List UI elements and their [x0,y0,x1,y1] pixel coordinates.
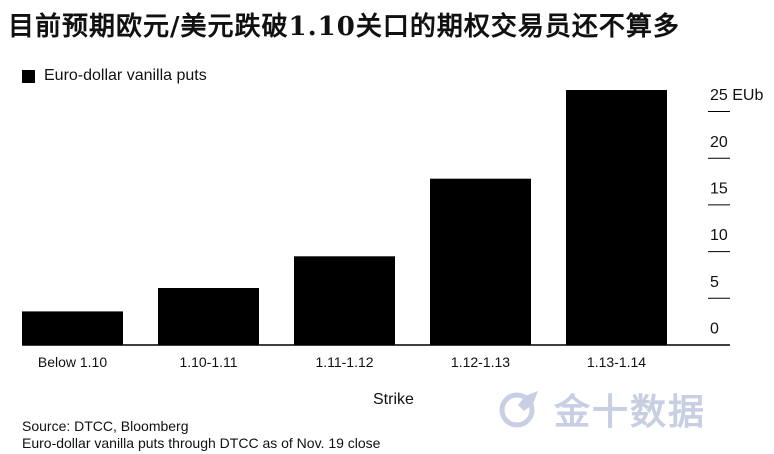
bar-4 [430,178,531,345]
bar-5 [566,90,667,345]
y-tick-label: 25 EUb [710,87,763,104]
bar-1 [22,311,123,345]
bar-3 [294,256,395,345]
legend: Euro-dollar vanilla puts [22,67,207,85]
source-note: Source: DTCC, Bloomberg Euro-dollar vani… [22,418,380,452]
x-tick-label: 1.12-1.13 [451,354,510,370]
legend-label: Euro-dollar vanilla puts [44,67,207,84]
y-tick-label: 20 [710,134,728,151]
watermark-text: 金十数据 [554,392,707,433]
legend-swatch [22,69,35,83]
x-tick-label: 1.10-1.11 [179,354,237,370]
x-tick-label: 1.13-1.14 [587,354,646,370]
source-line-1: Source: DTCC, Bloomberg [22,418,189,434]
rocket-logo-icon [499,391,538,428]
x-axis-title: Strike [373,391,414,408]
y-tick-label: 10 [710,227,728,244]
x-tick-label: 1.11-1.12 [315,354,373,370]
source-line-2: Euro-dollar vanilla puts through DTCC as… [22,435,381,451]
bar-2 [158,288,259,345]
y-tick-label: 15 [710,181,728,198]
watermark: 金十数据 [498,383,706,435]
y-tick-label: 0 [710,321,719,338]
x-tick-label: Below 1.10 [38,354,107,370]
y-tick-label: 5 [710,274,719,291]
chart-title: 目前预期欧元/美元跌破1.10关口的期权交易员还不算多 [8,12,680,42]
